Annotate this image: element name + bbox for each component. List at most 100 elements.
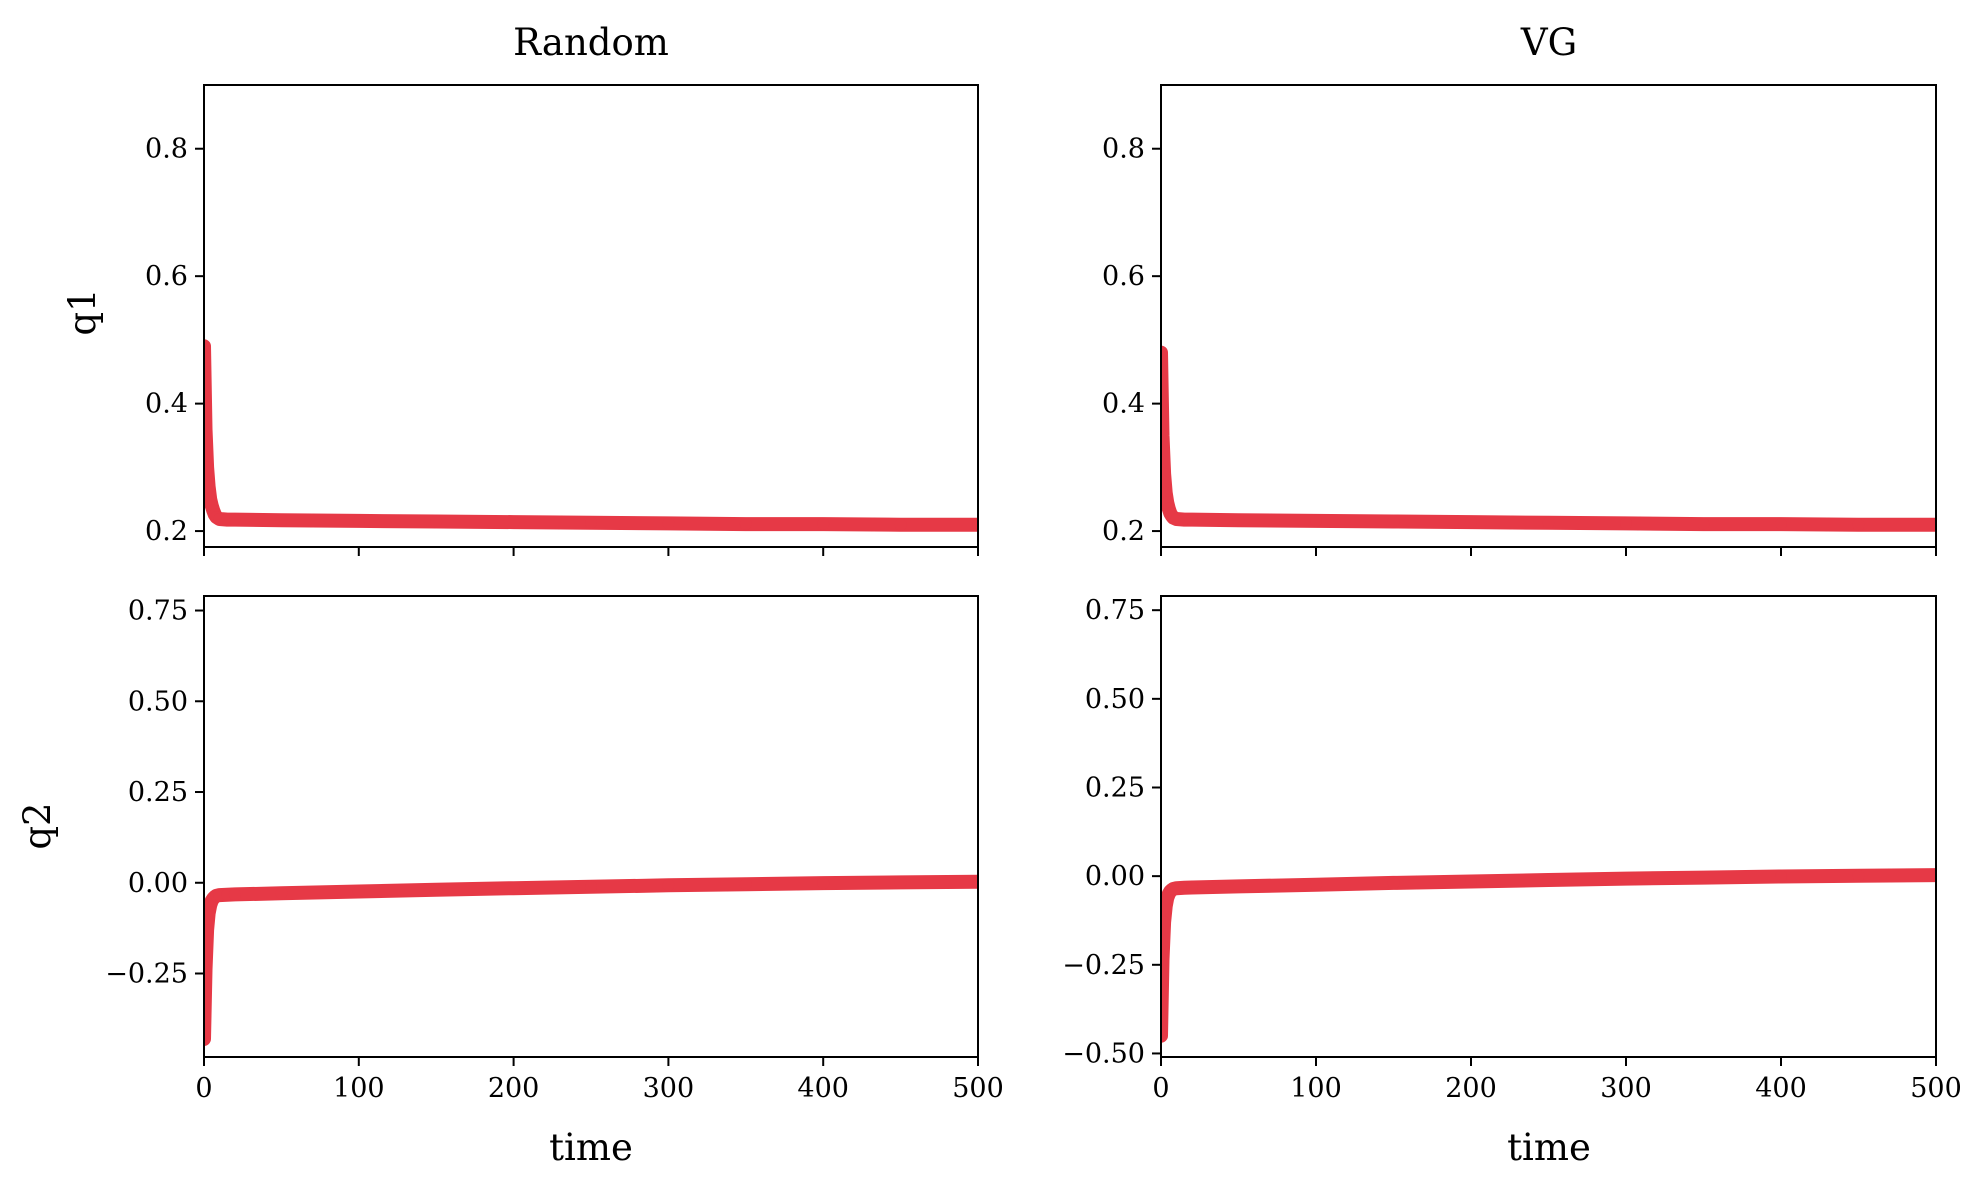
panel-vg-q2: time 0 100 200 300 400 500 −0.50 −0.25 0.00 0.25 0…: [1062, 595, 1962, 1169]
data-point: [1775, 870, 1787, 883]
y-axis-label-q2: q2: [16, 802, 59, 849]
series-group: [204, 874, 978, 1046]
y-tick-label: 0.75: [128, 596, 188, 627]
data-point: [1161, 467, 1171, 480]
y-tick-label: 0.50: [128, 686, 188, 717]
axes-frame: [1160, 84, 1937, 548]
data-point: [1232, 514, 1245, 527]
x-tick-label: 300: [643, 1073, 695, 1104]
axes-frame: [1160, 595, 1937, 1058]
x-tick-label: 100: [1290, 1073, 1342, 1104]
data-point: [1232, 880, 1245, 893]
data-point: [352, 885, 365, 898]
x-tick-label: 0: [1152, 1073, 1169, 1104]
panel-vg-q1: VG 0.2 0.4 0.6 0.8: [1102, 21, 1937, 556]
data-point: [1775, 518, 1787, 531]
data-point: [894, 518, 907, 531]
series-group: [1161, 345, 1936, 532]
data-point: [1186, 881, 1198, 894]
axes: 0 100 200 300 400 500 −0.25 0.00 0.25 0.50 0.75: [105, 595, 1004, 1104]
y-axis-label-q1: q1: [61, 288, 104, 335]
y-tick-label: −0.50: [1062, 1038, 1145, 1069]
data-point: [1387, 876, 1400, 889]
data-point: [1542, 516, 1555, 529]
data-point: [204, 423, 212, 436]
y-tick-label: 0.25: [1085, 772, 1145, 803]
plot-area: [1161, 868, 1936, 1043]
y-tick-label: 0.4: [1102, 389, 1145, 420]
data-point: [585, 880, 597, 893]
data-point: [972, 518, 978, 531]
data-point: [204, 461, 214, 474]
axes: 0.2 0.4 0.6 0.8: [1102, 84, 1937, 556]
y-tick-label: 0.6: [145, 261, 188, 292]
x-axis-label-time-left: time: [549, 1126, 633, 1169]
x-axis-label-time-right: time: [1507, 1126, 1591, 1169]
data-point: [1465, 875, 1477, 888]
data-point: [204, 1032, 210, 1045]
data-point: [204, 923, 214, 936]
data-point: [739, 878, 752, 891]
y-tick-label: −0.25: [105, 959, 188, 990]
y-tick-label: 0.75: [1085, 595, 1145, 626]
data-point: [739, 518, 752, 531]
x-tick-label: 500: [952, 1073, 1004, 1104]
data-point: [507, 516, 520, 529]
axes-frame: [203, 84, 979, 548]
data-point: [507, 882, 520, 895]
x-tick-label: 400: [1755, 1073, 1807, 1104]
data-point: [1310, 514, 1322, 527]
data-point: [275, 887, 288, 900]
data-point: [1930, 869, 1936, 882]
data-point: [662, 879, 675, 892]
y-tick-label: 0.50: [1085, 684, 1145, 715]
data-point: [275, 514, 288, 527]
data-point: [1697, 518, 1710, 531]
data-point: [1161, 429, 1169, 442]
data-point: [228, 513, 241, 526]
x-tick-label: 300: [1600, 1073, 1652, 1104]
panel-random-q1: Random q1 0.2 0.4 0.6 0.8: [61, 21, 979, 556]
panel-title-random: Random: [513, 21, 669, 64]
y-tick-label: 0.00: [1085, 861, 1145, 892]
x-tick-label: 200: [488, 1073, 540, 1104]
data-point: [1310, 878, 1322, 891]
plot-area: [204, 874, 978, 1046]
y-tick-label: −0.25: [1062, 950, 1145, 981]
data-point: [228, 888, 241, 901]
data-point: [1852, 518, 1865, 531]
y-tick-label: 0.25: [128, 777, 188, 808]
x-tick-label: 500: [1910, 1073, 1962, 1104]
data-point: [1161, 916, 1171, 929]
data-point: [430, 883, 443, 896]
axes: 0.2 0.4 0.6 0.8: [145, 84, 979, 556]
data-point: [662, 517, 675, 530]
y-tick-label: 0.2: [145, 516, 188, 547]
data-point: [1387, 515, 1400, 528]
data-point: [1930, 518, 1936, 531]
data-point: [1465, 516, 1477, 529]
data-point: [1697, 871, 1710, 884]
data-point: [1620, 517, 1632, 530]
x-tick-label: 400: [797, 1073, 849, 1104]
data-point: [204, 963, 212, 976]
panel-random-q2: q2 time 0 100 200 300 400 500 −0.25 0.00 0.25 0.5…: [16, 595, 1004, 1169]
x-tick-label: 200: [1445, 1073, 1497, 1104]
series-group: [1161, 868, 1936, 1043]
data-point: [1161, 486, 1172, 499]
data-point: [817, 877, 830, 890]
axes-frame: [203, 595, 979, 1058]
panel-title-vg: VG: [1520, 21, 1577, 64]
data-point: [1542, 874, 1555, 887]
y-tick-label: 0.2: [1102, 516, 1145, 547]
data-point: [204, 340, 210, 353]
x-tick-label: 0: [195, 1073, 212, 1104]
data-point: [1186, 513, 1198, 526]
y-tick-label: 0.4: [145, 389, 188, 420]
data-point: [585, 516, 597, 529]
data-point: [972, 875, 978, 888]
plot-area: [1161, 345, 1936, 532]
y-tick-label: 0.8: [145, 134, 188, 165]
